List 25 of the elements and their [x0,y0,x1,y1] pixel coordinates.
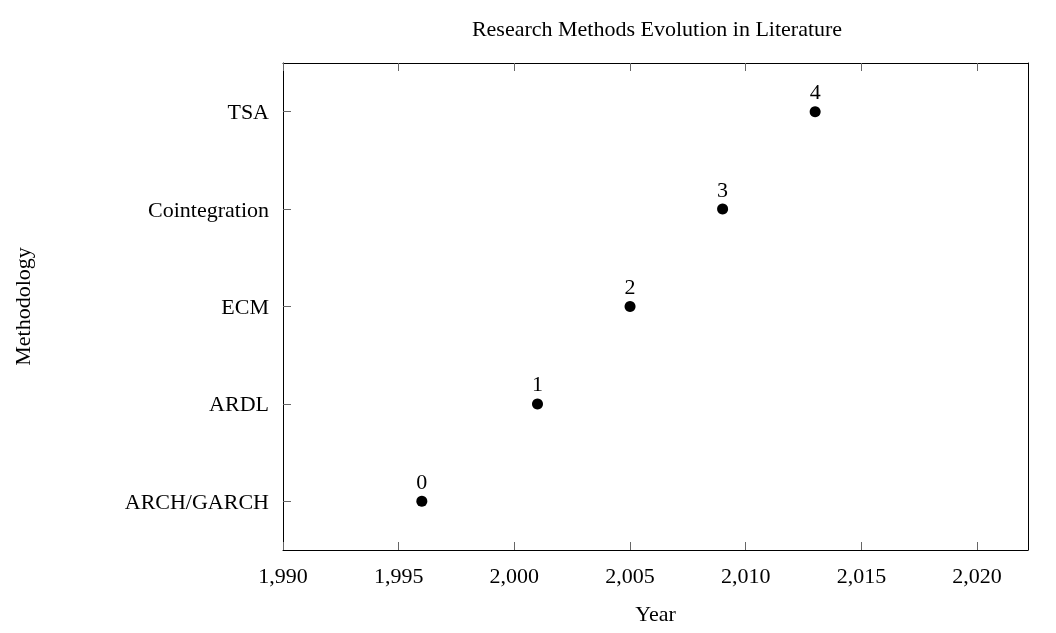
x-tick-label: 2,015 [836,562,887,588]
annotation: 1 [532,371,543,397]
x-tick-label: 2,010 [720,562,771,588]
point [416,495,428,507]
x-tick-label: 2,020 [952,562,1002,588]
chart-title: Research Methods Evolution in Literature [471,15,843,41]
annotation: 3 [717,176,729,202]
annotation: 0 [416,468,428,494]
annotation: 2 [624,274,636,299]
x-tick-label: 1,990 [258,562,308,588]
y-axis-title: Methodology [9,247,35,366]
x-tick-label: 1,995 [373,562,424,588]
point [717,203,729,215]
y-tick-label: ARDL [209,391,269,417]
point [809,106,821,118]
y-tick-label: TSA [227,99,270,125]
y-tick-label: Cointegration [148,196,269,222]
y-tick-label: ARCH/GARCH [124,488,270,514]
annotation: 4 [809,79,821,105]
point [532,398,543,410]
y-tick-label: ECM [221,294,269,319]
x-tick-label: 2,000 [489,562,540,588]
x-axis-title: Year [635,600,677,626]
x-tick-label: 2,005 [605,562,655,588]
point [624,301,636,312]
